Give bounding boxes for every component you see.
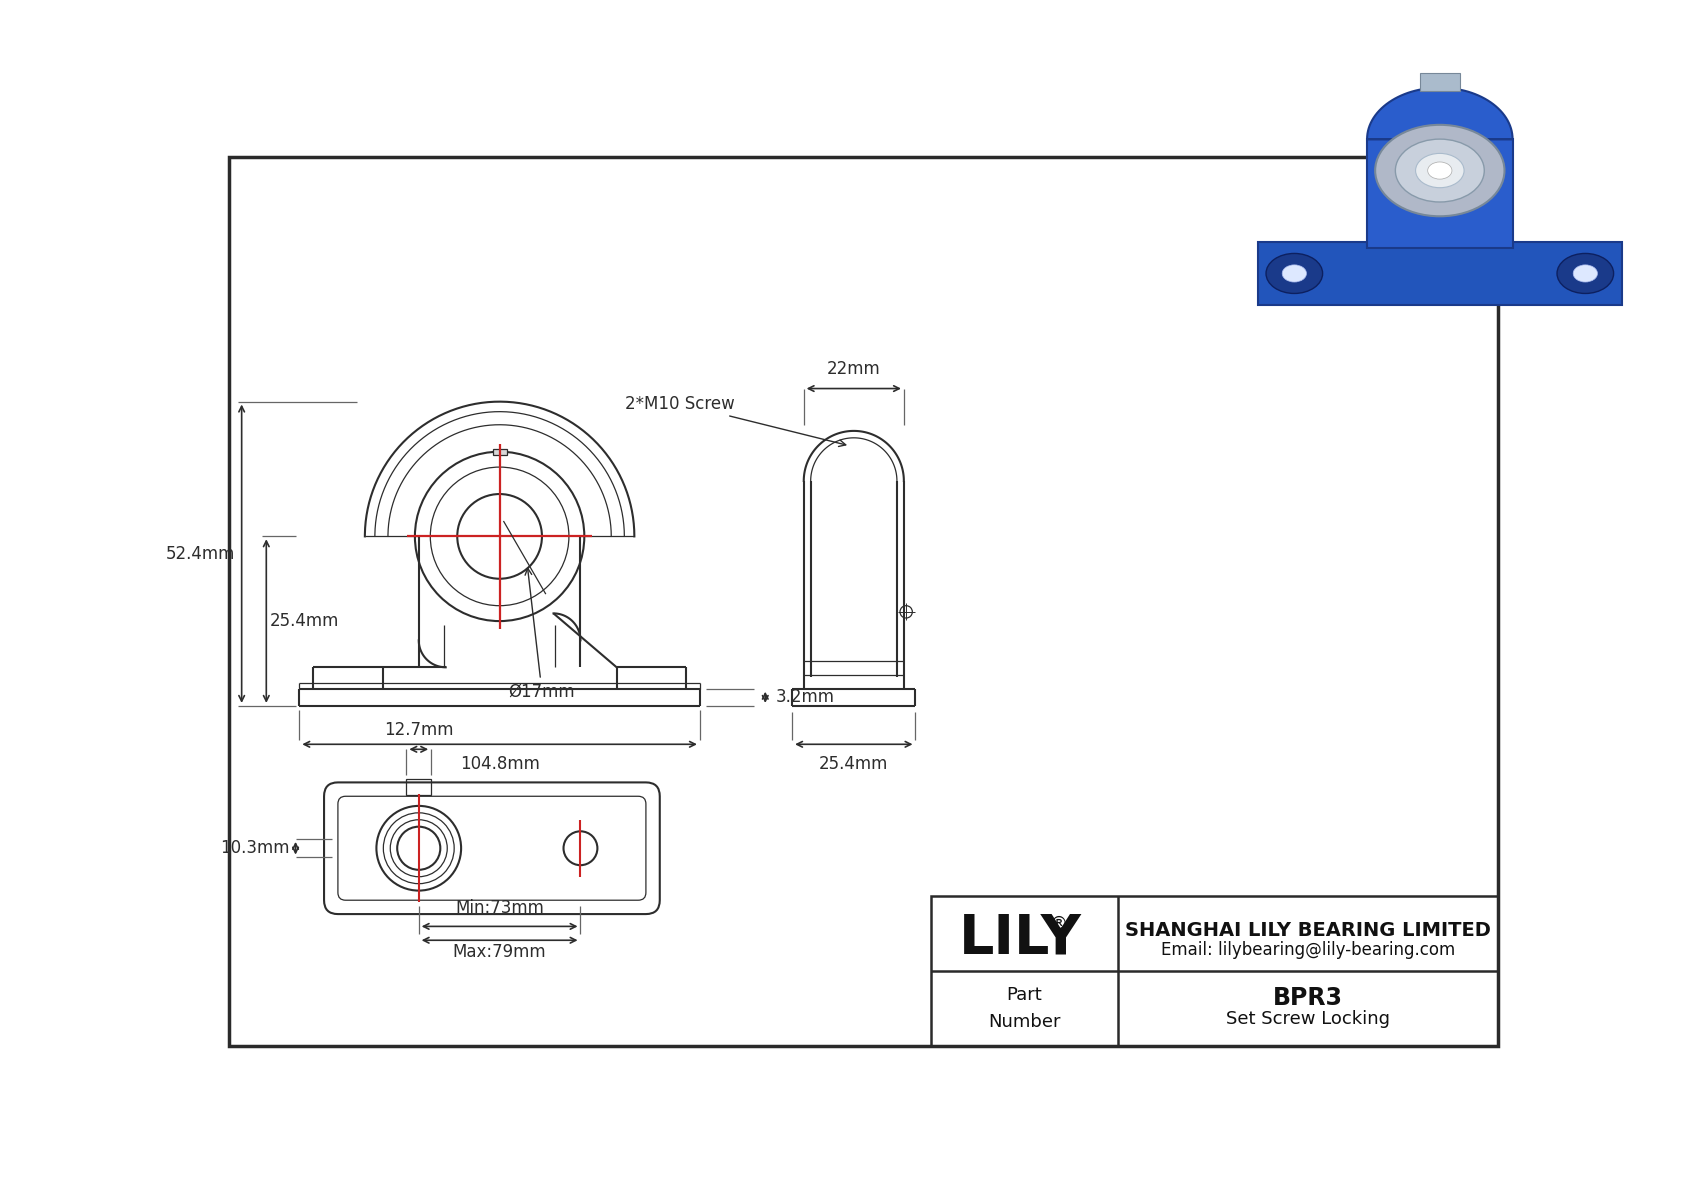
Text: 2*M10 Screw: 2*M10 Screw [625, 394, 845, 447]
Circle shape [1266, 254, 1322, 293]
Text: Ø17mm: Ø17mm [509, 568, 576, 700]
Text: 12.7mm: 12.7mm [384, 721, 453, 738]
Bar [406, 779, 431, 796]
Polygon shape [1367, 139, 1512, 248]
Circle shape [1282, 264, 1307, 282]
Polygon shape [1258, 242, 1622, 305]
Text: Part
Number: Part Number [989, 986, 1061, 1030]
Circle shape [1573, 264, 1598, 282]
Circle shape [1558, 254, 1613, 293]
Text: Email: lilybearing@lily-bearing.com: Email: lilybearing@lily-bearing.com [1160, 941, 1455, 960]
Text: 3.2mm: 3.2mm [776, 688, 835, 706]
Bar [931, 896, 1497, 1046]
Text: BPR3: BPR3 [1273, 986, 1342, 1010]
Text: 104.8mm: 104.8mm [460, 755, 539, 773]
Polygon shape [1367, 88, 1512, 139]
Text: ®: ® [1049, 915, 1068, 933]
Bar [493, 449, 507, 455]
Text: Max:79mm: Max:79mm [453, 943, 546, 961]
Circle shape [1416, 154, 1463, 188]
Circle shape [1376, 125, 1504, 217]
Circle shape [1428, 162, 1452, 179]
Text: Min:73mm: Min:73mm [455, 899, 544, 917]
Circle shape [1396, 139, 1484, 202]
Text: 25.4mm: 25.4mm [818, 755, 889, 773]
Text: 25.4mm: 25.4mm [269, 612, 340, 630]
Text: 10.3mm: 10.3mm [221, 840, 290, 858]
Text: 52.4mm: 52.4mm [167, 544, 236, 562]
Bar [1420, 74, 1460, 91]
Text: 22mm: 22mm [827, 360, 881, 378]
Text: LILY: LILY [958, 912, 1081, 966]
Text: SHANGHAI LILY BEARING LIMITED: SHANGHAI LILY BEARING LIMITED [1125, 921, 1490, 940]
Text: Set Screw Locking: Set Screw Locking [1226, 1010, 1389, 1028]
